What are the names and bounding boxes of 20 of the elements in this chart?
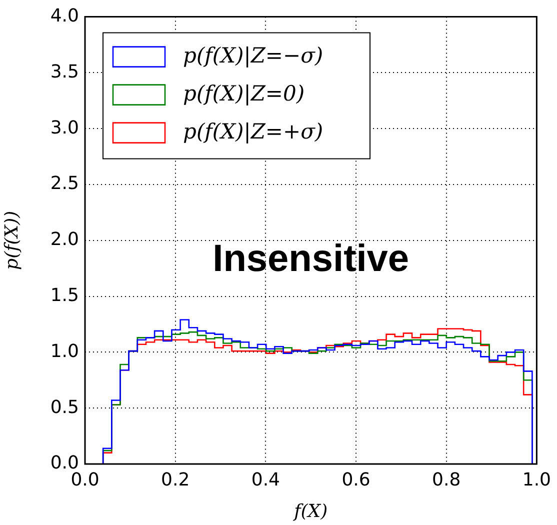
y-tick-label: 2.0 — [50, 229, 79, 250]
y-tick-label: 1.5 — [50, 284, 79, 306]
x-tick-label: 0.0 — [70, 469, 100, 490]
legend-label: p(f(X)|Z=+σ) — [183, 119, 324, 144]
y-tick-label: 4.0 — [50, 5, 79, 26]
legend-label: p(f(X)|Z=−σ) — [183, 43, 324, 68]
x-tick-label: 1.0 — [522, 469, 552, 490]
x-tick-label: 0.4 — [251, 469, 280, 490]
y-tick-label: 3.5 — [50, 61, 79, 82]
y-tick-label: 1.0 — [50, 340, 79, 362]
y-tick-label: 0.5 — [50, 396, 79, 418]
y-tick-label: 3.0 — [50, 117, 79, 138]
y-axis-title: p(f(X)) — [1, 210, 22, 270]
x-axis-title: f(X) — [292, 500, 328, 522]
y-tick-label: 2.5 — [50, 173, 79, 194]
x-tick-label: 0.8 — [432, 469, 461, 490]
x-tick-label: 0.6 — [342, 469, 370, 490]
annotation: Insensitive — [212, 238, 410, 280]
legend-label: p(f(X)|Z=0) — [183, 81, 305, 106]
x-tick-label: 0.2 — [161, 469, 190, 490]
